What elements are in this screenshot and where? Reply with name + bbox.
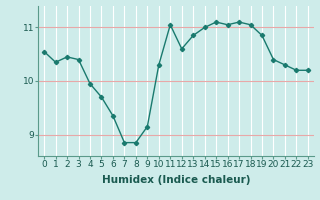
X-axis label: Humidex (Indice chaleur): Humidex (Indice chaleur): [102, 175, 250, 185]
